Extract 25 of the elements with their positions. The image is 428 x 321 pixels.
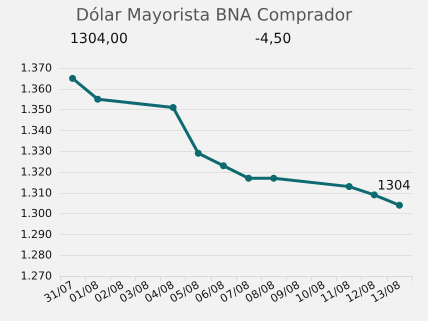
y-tick-label: 1.280 — [20, 248, 52, 262]
point — [245, 174, 252, 182]
y-tick-label: 1.350 — [20, 103, 52, 116]
point — [370, 191, 378, 198]
point — [94, 96, 102, 103]
point — [396, 202, 403, 209]
y-tick-label: 1.270 — [20, 270, 52, 282]
y-tick-label: 1.360 — [20, 82, 52, 96]
point — [194, 150, 202, 157]
y-tick-label: 1.320 — [20, 166, 52, 178]
y-tick-label: 1.370 — [20, 62, 52, 74]
text: 1304,00 — [70, 31, 128, 47]
y-tick-label: 1.340 — [20, 124, 52, 137]
point — [69, 74, 76, 82]
y-tick-label: 1.300 — [20, 207, 52, 220]
point — [170, 104, 177, 112]
point — [220, 162, 227, 170]
y-tick-label: 1.330 — [20, 144, 52, 158]
point — [346, 183, 353, 190]
text: -4,50 — [255, 31, 292, 47]
annotation: 1304 — [377, 178, 411, 194]
y-tick-label: 1.290 — [20, 228, 52, 241]
y-tick-label: 1.310 — [20, 186, 52, 200]
chart-title: Dólar Mayorista BNA Comprador — [76, 6, 352, 26]
point — [270, 174, 278, 182]
